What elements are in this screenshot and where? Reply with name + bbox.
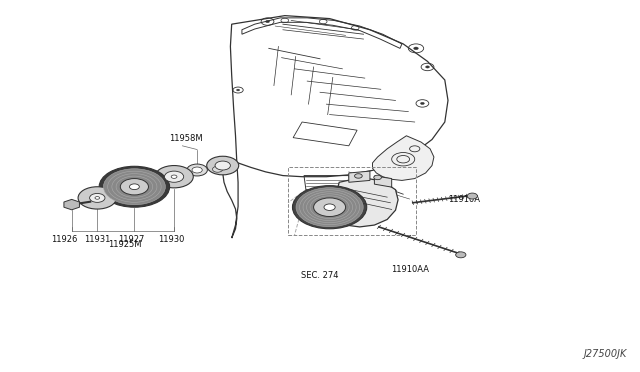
Circle shape — [292, 186, 367, 229]
Circle shape — [456, 252, 466, 258]
Text: 11931: 11931 — [84, 235, 111, 244]
Text: 11910A: 11910A — [448, 195, 480, 203]
Circle shape — [108, 171, 161, 202]
Circle shape — [296, 187, 364, 227]
Circle shape — [78, 187, 116, 209]
Polygon shape — [372, 136, 434, 180]
Circle shape — [215, 161, 230, 170]
Circle shape — [467, 193, 477, 199]
Text: SEC. 274: SEC. 274 — [301, 271, 339, 280]
Circle shape — [420, 102, 424, 105]
Polygon shape — [64, 199, 79, 210]
Circle shape — [155, 166, 193, 188]
Polygon shape — [374, 176, 392, 187]
Text: J27500JK: J27500JK — [584, 349, 627, 359]
Circle shape — [310, 196, 349, 219]
Circle shape — [237, 89, 239, 91]
Circle shape — [300, 190, 360, 225]
Circle shape — [314, 198, 346, 217]
Text: 11930: 11930 — [158, 235, 185, 244]
Circle shape — [90, 193, 105, 202]
Polygon shape — [326, 177, 398, 227]
Text: 11958M: 11958M — [169, 134, 202, 143]
Circle shape — [116, 176, 153, 198]
Circle shape — [192, 167, 202, 173]
Circle shape — [374, 175, 381, 180]
Polygon shape — [349, 171, 370, 182]
Text: 11925M: 11925M — [108, 240, 141, 249]
Text: 11926: 11926 — [51, 235, 77, 244]
Circle shape — [172, 175, 177, 178]
Circle shape — [112, 174, 157, 200]
Circle shape — [99, 166, 170, 207]
Text: 11927: 11927 — [118, 235, 145, 244]
Circle shape — [426, 66, 429, 68]
Circle shape — [187, 164, 207, 176]
Circle shape — [413, 47, 419, 50]
Circle shape — [207, 156, 239, 175]
Circle shape — [164, 171, 184, 182]
Circle shape — [212, 166, 223, 172]
Circle shape — [120, 179, 148, 195]
Circle shape — [104, 169, 165, 205]
Circle shape — [324, 204, 335, 211]
Circle shape — [303, 192, 356, 222]
Circle shape — [95, 196, 100, 199]
Circle shape — [266, 20, 269, 23]
Text: 11910AA: 11910AA — [390, 265, 429, 274]
Circle shape — [307, 194, 353, 221]
Circle shape — [355, 174, 362, 178]
Circle shape — [129, 184, 140, 190]
